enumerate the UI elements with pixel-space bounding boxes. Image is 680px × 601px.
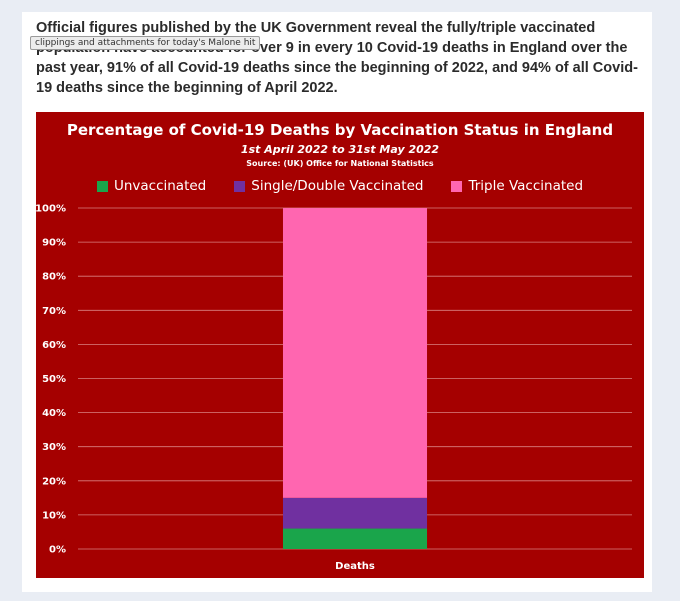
tooltip: clippings and attachments for today's Ma… — [30, 36, 261, 50]
bar-segment-triple — [282, 208, 428, 498]
y-tick-label: 60% — [42, 340, 66, 351]
chart-svg: Percentage of Covid-19 Deaths by Vaccina… — [36, 121, 632, 572]
legend-swatch-single-double — [234, 180, 246, 192]
y-tick-label: 50% — [42, 374, 66, 385]
y-tick-label: 30% — [42, 442, 66, 453]
legend-swatch-triple — [451, 180, 463, 192]
chart-legend: Unvaccinated Single/Double Vaccinated Tr… — [36, 178, 644, 194]
bar-layer — [282, 208, 428, 549]
bar-segment-unvaccinated — [282, 528, 428, 549]
post-headline: Official figures published by the UK Gov… — [36, 20, 638, 96]
y-tick-label: 90% — [42, 238, 66, 249]
y-tick-label: 40% — [42, 408, 66, 419]
legend-item-triple: Triple Vaccinated — [451, 178, 583, 194]
x-category-label: Deaths — [335, 561, 375, 572]
y-axis-ticks: 0% 10% 20% 30% 40% 50% 60% 70% 80% 90% 100% — [36, 204, 66, 556]
y-tick-label: 0% — [49, 545, 66, 556]
x-axis-categories: Deaths — [335, 561, 375, 572]
legend-label-single-double: Single/Double Vaccinated — [251, 178, 424, 194]
y-tick-label: 100% — [36, 204, 66, 215]
chart-source: Source: (UK) Office for National Statist… — [246, 159, 434, 168]
legend-label-triple: Triple Vaccinated — [468, 178, 584, 194]
legend-item-unvaccinated: Unvaccinated — [96, 178, 207, 194]
legend-label-unvaccinated: Unvaccinated — [113, 178, 207, 194]
legend-swatch-unvaccinated — [96, 180, 108, 192]
y-tick-label: 80% — [42, 272, 66, 283]
chart-title: Percentage of Covid-19 Deaths by Vaccina… — [67, 121, 613, 139]
chart-subtitle: 1st April 2022 to 31st May 2022 — [241, 143, 439, 156]
bar-segment-single-double — [282, 497, 428, 529]
legend-item-single-double: Single/Double Vaccinated — [234, 178, 423, 194]
chart-panel: Percentage of Covid-19 Deaths by Vaccina… — [36, 112, 644, 578]
y-tick-label: 70% — [42, 306, 66, 317]
y-tick-label: 10% — [42, 510, 66, 521]
y-tick-label: 20% — [42, 476, 66, 487]
